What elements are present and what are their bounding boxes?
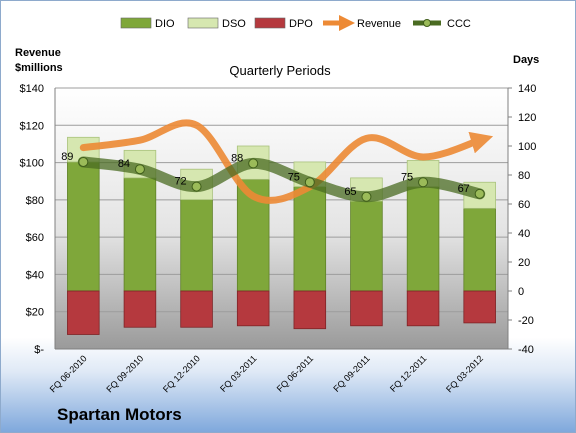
- dpo-bar: [406, 290, 440, 327]
- dpo-bar: [463, 290, 496, 324]
- category-label: FQ 09-2011: [331, 353, 372, 394]
- dpo-bar: [293, 290, 327, 330]
- ccc-data-label: 89: [61, 151, 73, 163]
- left-tick-label: $20: [26, 307, 44, 319]
- ccc-data-label: 75: [288, 171, 300, 183]
- left-tick-label: $120: [20, 120, 44, 132]
- ccc-marker: [78, 156, 89, 167]
- left-tick-label: $60: [26, 232, 44, 244]
- dio-bar: [123, 177, 157, 292]
- category-label: FQ 03-2012: [444, 353, 485, 394]
- lines: 89 84 72 88 75 65 75 67: [61, 119, 494, 204]
- right-tick-label: 140: [518, 83, 536, 95]
- category-label: FQ 06-2011: [275, 353, 316, 394]
- legend-swatch-dso: [187, 17, 219, 29]
- ccc-marker: [418, 177, 429, 188]
- dio-bar: [350, 200, 383, 292]
- right-tick-label: -20: [518, 315, 534, 327]
- dio-bar: [463, 207, 496, 292]
- legend-marker-ccc: [423, 19, 431, 27]
- legend-label-dio: DIO: [155, 18, 175, 30]
- legend-label-revenue: Revenue: [357, 18, 401, 30]
- right-tick-label: 40: [518, 228, 530, 240]
- dpo-bar: [123, 290, 157, 328]
- legend-label-ccc: CCC: [447, 18, 471, 30]
- chart-title: Quarterly Periods: [229, 63, 331, 78]
- ccc-marker: [134, 164, 145, 175]
- left-axis-label-line2: $millions: [15, 62, 63, 74]
- ccc-data-label: 88: [231, 152, 243, 164]
- left-tick-label: $-: [34, 344, 44, 356]
- ccc-data-label: 67: [458, 183, 470, 195]
- right-tick-label: 120: [518, 112, 536, 124]
- left-tick-label: $40: [26, 269, 44, 281]
- ccc-marker: [191, 181, 202, 192]
- ccc-data-label: 75: [401, 171, 413, 183]
- category-label: FQ 09-2010: [104, 353, 145, 394]
- ccc-data-label: 84: [118, 158, 130, 170]
- dpo-bar: [350, 290, 383, 327]
- right-tick-label: 0: [518, 286, 524, 298]
- ccc-marker: [304, 177, 315, 188]
- category-label: FQ 06-2010: [48, 353, 89, 394]
- legend-swatch-dpo: [254, 17, 286, 29]
- legend-label-dpo: DPO: [289, 18, 313, 30]
- right-axis-label: Days: [513, 54, 539, 66]
- plot-area: [55, 88, 508, 349]
- legend-label-dso: DSO: [222, 18, 246, 30]
- category-label: FQ 12-2011: [388, 353, 429, 394]
- right-tick-label: 100: [518, 141, 536, 153]
- legend: DIO DSO DPO Revenue CCC: [120, 14, 471, 31]
- dpo-bar: [180, 290, 213, 328]
- left-tick-label: $140: [20, 83, 44, 95]
- right-tick-label: -40: [518, 344, 534, 356]
- company-name: Spartan Motors: [57, 405, 182, 424]
- right-tick-label: 20: [518, 257, 530, 269]
- ccc-marker: [361, 191, 372, 202]
- right-tick-label: 80: [518, 170, 530, 182]
- dio-bar: [406, 186, 440, 292]
- dpo-bar: [67, 290, 100, 335]
- legend-swatch-dio: [120, 17, 152, 29]
- ccc-marker: [474, 188, 485, 199]
- left-axis-label-line1: Revenue: [15, 47, 61, 59]
- category-label: FQ 12-2010: [161, 353, 202, 394]
- dpo-bar: [236, 290, 270, 327]
- dio-bar: [180, 199, 213, 292]
- ccc-line: [77, 156, 486, 203]
- revenue-line: [79, 119, 494, 204]
- left-tick-label: $80: [26, 195, 44, 207]
- left-tick-label: $100: [20, 158, 44, 170]
- category-label: FQ 03-2011: [218, 353, 259, 394]
- ccc-marker: [248, 158, 259, 169]
- ccc-data-label: 65: [344, 186, 356, 198]
- right-tick-label: 60: [518, 199, 530, 211]
- dio-bar: [293, 186, 327, 292]
- dio-bar: [67, 161, 100, 292]
- ccc-data-label: 72: [174, 176, 186, 188]
